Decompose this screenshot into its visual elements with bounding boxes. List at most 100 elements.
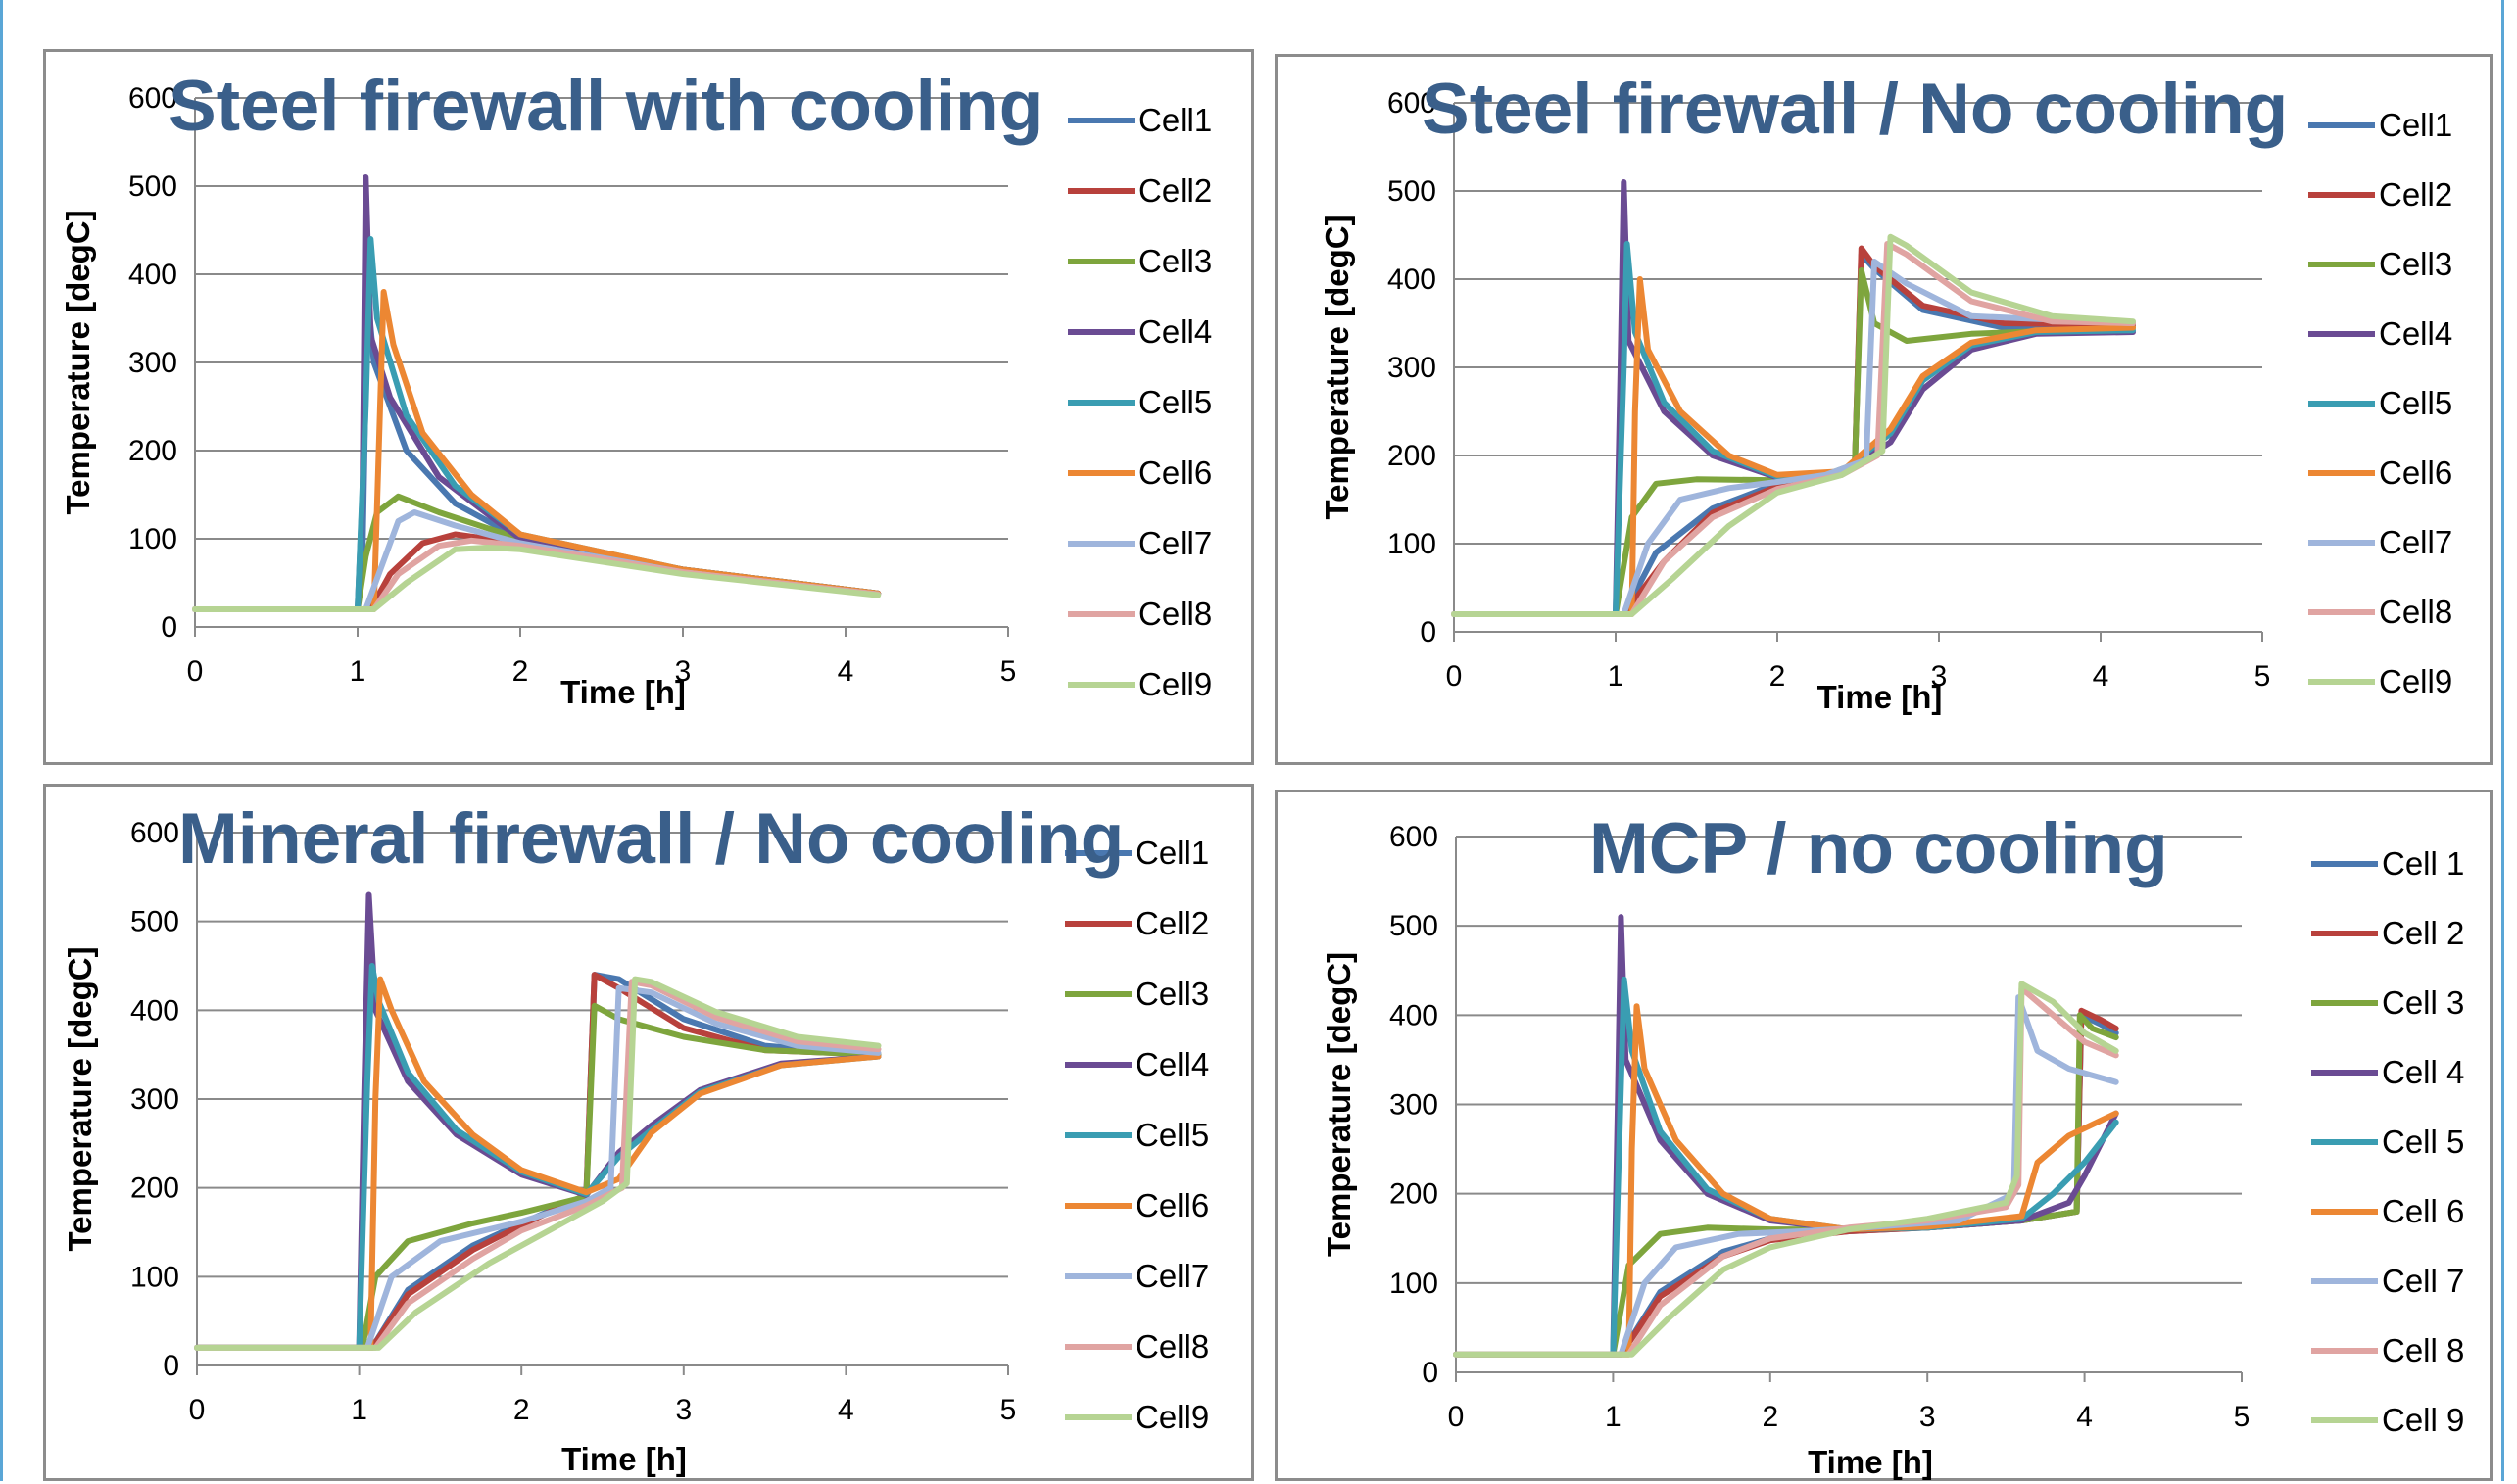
chart-panel-mcp-no-cooling: 0 100 200 300 400 500 600 0 1 2 3 4 5 Time [h] Tempera… xyxy=(1275,790,2493,1481)
y-tick-label: 100 xyxy=(130,1261,179,1293)
x-tick-label: 0 xyxy=(189,1394,206,1426)
legend-label: Cell7 xyxy=(1136,1258,1209,1294)
legend-label: Cell 4 xyxy=(2382,1054,2464,1090)
chart-panel-steel-no-cooling: 0 100 200 300 400 500 600 0 1 2 3 4 5 Time [h] Tempera… xyxy=(1275,54,2493,765)
series-line-cell6 xyxy=(192,289,882,612)
y-tick-label: 200 xyxy=(128,435,177,467)
legend-label: Cell8 xyxy=(1136,1328,1209,1364)
y-tick-label: 400 xyxy=(1389,999,1438,1031)
x-tick-label: 0 xyxy=(1448,1401,1465,1433)
x-axis-title: Time [h] xyxy=(560,674,686,710)
series-line-cell8 xyxy=(1451,241,2136,617)
legend-label: Cell7 xyxy=(2379,524,2452,560)
series-line-cell6 xyxy=(1451,276,2136,617)
y-tick-label: 100 xyxy=(128,523,177,555)
series-line-cell4 xyxy=(1451,179,2136,617)
y-axis-title: Temperature [degC] xyxy=(60,210,96,514)
x-tick-label: 3 xyxy=(1919,1401,1936,1433)
y-tick-label: 300 xyxy=(1389,1089,1438,1122)
legend-label: Cell8 xyxy=(2379,594,2452,630)
x-tick-label: 0 xyxy=(1446,660,1463,693)
legend-label: Cell6 xyxy=(1136,1187,1209,1223)
chart-panel-steel-with-cooling: 0 100 200 300 400 500 600 0 1 2 3 4 5 Time [h] Tempera… xyxy=(43,49,1254,765)
x-tick-label: 4 xyxy=(838,655,854,688)
x-tick-label: 1 xyxy=(1608,660,1624,693)
legend-label: Cell3 xyxy=(1136,976,1209,1012)
chart-svg: 0 100 200 300 400 500 600 0 1 2 3 4 5 Time [h] Tempera… xyxy=(1321,809,2464,1480)
legend-label: Cell5 xyxy=(1138,384,1212,420)
y-tick-label: 100 xyxy=(1387,528,1436,560)
legend-label: Cell 1 xyxy=(2382,845,2464,882)
y-axis-title: Temperature [degC] xyxy=(62,946,98,1251)
legend-label: Cell1 xyxy=(1136,835,1209,871)
series-line-cell7 xyxy=(1451,259,2136,617)
series-line-cell2 xyxy=(1451,245,2136,617)
x-tick-label: 2 xyxy=(1769,660,1786,693)
series-line-cell9 xyxy=(1453,981,2119,1358)
y-tick-label: 400 xyxy=(130,994,179,1027)
legend-label: Cell 7 xyxy=(2382,1263,2464,1299)
legend-label: Cell9 xyxy=(2379,663,2452,699)
y-tick-label: 300 xyxy=(130,1083,179,1116)
x-tick-label: 4 xyxy=(2093,660,2109,693)
chart-title: Mineral firewall / No cooling xyxy=(178,799,1124,879)
y-tick-label: 600 xyxy=(130,817,179,849)
series-line-cell9 xyxy=(192,545,882,612)
legend-label: Cell 6 xyxy=(2382,1193,2464,1229)
x-tick-label: 4 xyxy=(838,1394,854,1426)
series-line-cell4 xyxy=(194,891,882,1351)
legend-label: Cell6 xyxy=(1138,455,1212,491)
x-tick-label: 2 xyxy=(1762,1401,1778,1433)
x-tick-label: 2 xyxy=(513,1394,530,1426)
y-tick-label: 600 xyxy=(1389,821,1438,853)
x-tick-label: 3 xyxy=(675,655,692,688)
series-line-cell5 xyxy=(194,963,882,1351)
y-tick-label: 500 xyxy=(130,906,179,938)
y-axis-title: Temperature [degC] xyxy=(1321,952,1357,1257)
series-line-cell6 xyxy=(1453,1003,2119,1358)
legend-label: Cell4 xyxy=(1136,1046,1209,1082)
legend-label: Cell3 xyxy=(2379,246,2452,282)
x-tick-label: 5 xyxy=(2254,660,2271,693)
legend-label: Cell 5 xyxy=(2382,1124,2464,1160)
series-line-cell8 xyxy=(194,979,882,1351)
y-tick-label: 600 xyxy=(128,82,177,115)
x-tick-label: 1 xyxy=(1605,1401,1622,1433)
x-tick-label: 0 xyxy=(187,655,204,688)
series-line-cell7 xyxy=(192,509,882,612)
y-tick-label: 200 xyxy=(130,1173,179,1205)
series-line-cell7 xyxy=(194,984,882,1351)
x-tick-label: 1 xyxy=(351,1394,367,1426)
x-tick-label: 5 xyxy=(1000,1394,1017,1426)
x-axis-title: Time [h] xyxy=(561,1441,687,1477)
legend-label: Cell 8 xyxy=(2382,1332,2464,1368)
y-tick-label: 0 xyxy=(161,611,177,644)
legend-label: Cell5 xyxy=(2379,385,2452,421)
chart-panel-mineral-no-cooling: 0 100 200 300 400 500 600 0 1 2 3 4 5 Time [h] Tempera… xyxy=(43,784,1254,1481)
chart-svg: 0 100 200 300 400 500 600 0 1 2 3 4 5 Time [h] Tempera… xyxy=(60,67,1212,710)
y-tick-label: 300 xyxy=(128,347,177,379)
y-tick-label: 400 xyxy=(128,259,177,291)
y-tick-label: 400 xyxy=(1387,263,1436,296)
chart-title: Steel firewall with cooling xyxy=(169,67,1042,146)
x-axis-title: Time [h] xyxy=(1817,679,1943,715)
legend-label: Cell2 xyxy=(1136,905,1209,941)
legend-label: Cell5 xyxy=(1136,1117,1209,1153)
legend-label: Cell3 xyxy=(1138,243,1212,279)
legend-label: Cell 3 xyxy=(2382,984,2464,1021)
legend-label: Cell9 xyxy=(1136,1399,1209,1435)
x-axis-title: Time [h] xyxy=(1808,1444,1933,1480)
y-tick-label: 0 xyxy=(1422,1357,1438,1389)
x-tick-label: 5 xyxy=(2234,1401,2251,1433)
x-tick-label: 4 xyxy=(2076,1401,2093,1433)
y-tick-label: 500 xyxy=(128,170,177,203)
y-tick-label: 500 xyxy=(1387,175,1436,208)
series-line-cell5 xyxy=(1451,241,2136,617)
x-tick-label: 3 xyxy=(675,1394,692,1426)
x-tick-label: 5 xyxy=(1000,655,1017,688)
legend-label: Cell8 xyxy=(1138,596,1212,632)
legend-label: Cell2 xyxy=(2379,176,2452,213)
y-tick-label: 600 xyxy=(1387,87,1436,120)
x-tick-label: 2 xyxy=(512,655,529,688)
y-tick-label: 100 xyxy=(1389,1268,1438,1300)
